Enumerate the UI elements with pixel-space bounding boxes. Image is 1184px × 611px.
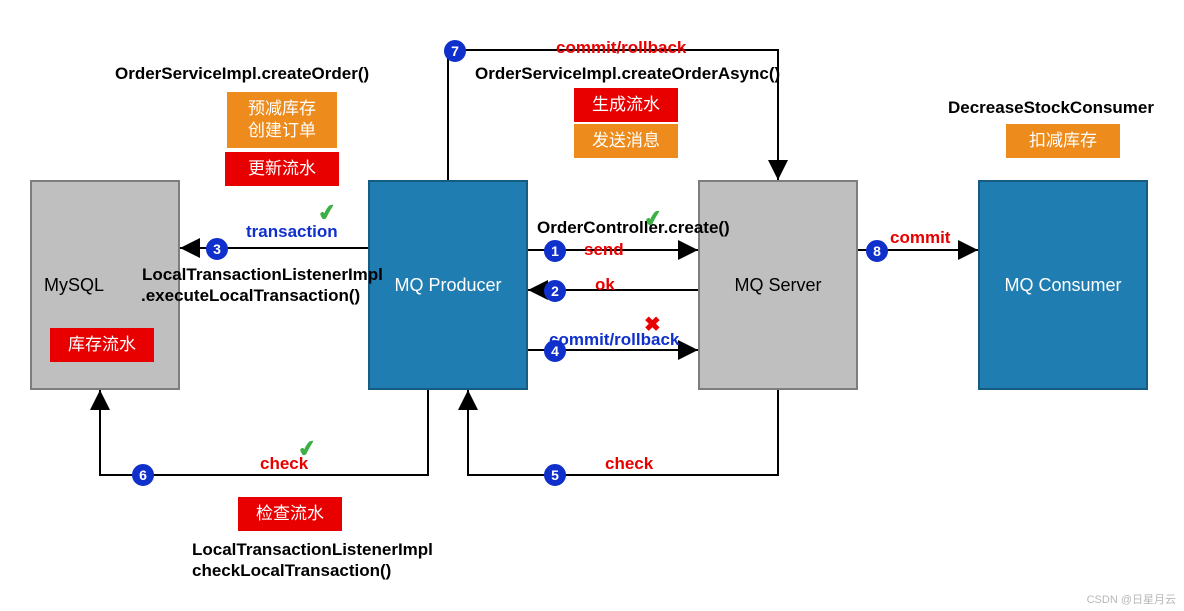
consumer-box: MQ Consumer [978,180,1148,390]
step-6: 6 [132,464,154,486]
tag-check-flow: 检查流水 [238,497,342,531]
label-dec-consumer: DecreaseStockConsumer [948,98,1154,118]
label-ltl-check2: checkLocalTransaction() [192,561,391,581]
step-3: 3 [206,238,228,260]
step-8: 8 [866,240,888,262]
step-7: 7 [444,40,466,62]
label-ltl-exec1: LocalTransactionListenerImpl [142,265,383,285]
producer-label: MQ Producer [394,275,501,296]
mysql-label: MySQL [44,275,104,296]
tag-pre-create: 预减库存 创建订单 [227,92,337,148]
label-commit-rollback-top: commit/rollback [556,38,686,58]
label-ok: ok [595,275,615,295]
tag-gen-flow: 生成流水 [574,88,678,122]
label-order-create: OrderServiceImpl.createOrder() [115,64,369,84]
tag-update-flow: 更新流水 [225,152,339,186]
step-4: 4 [544,340,566,362]
check-icon: ✔ [296,435,319,464]
check-icon: ✔ [642,205,665,234]
tag-stock-flow: 库存流水 [50,328,154,362]
cross-icon: ✖ [644,312,661,337]
tag-send-msg: 发送消息 [574,124,678,158]
tag-dec-stock: 扣减库存 [1006,124,1120,158]
check-icon: ✔ [316,199,339,228]
label-controller: OrderController.create() [537,218,730,238]
server-box: MQ Server [698,180,858,390]
label-ltl-exec2: .executeLocalTransaction() [141,286,360,306]
step-1: 1 [544,240,566,262]
label-order-async: OrderServiceImpl.createOrderAsync() [475,64,780,84]
step-5: 5 [544,464,566,486]
step-2: 2 [544,280,566,302]
label-send: send [584,240,624,260]
label-ltl-check1: LocalTransactionListenerImpl [192,540,433,560]
server-label: MQ Server [734,275,821,296]
label-check-bot: check [605,454,653,474]
label-commit: commit [890,228,950,248]
producer-box: MQ Producer [368,180,528,390]
watermark: CSDN @日星月云 [1087,591,1176,607]
consumer-label: MQ Consumer [1004,275,1121,296]
